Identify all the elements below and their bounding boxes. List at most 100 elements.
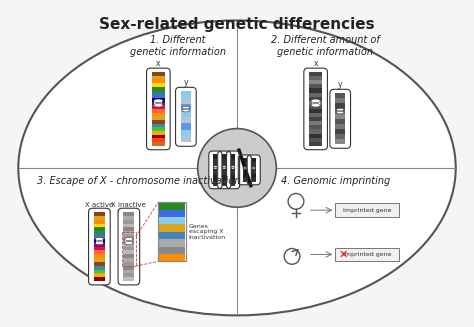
Bar	[94, 250, 105, 254]
Bar	[94, 258, 105, 262]
Bar	[123, 277, 134, 281]
Bar	[309, 97, 322, 101]
Bar	[152, 105, 165, 109]
Ellipse shape	[337, 108, 344, 111]
Bar	[309, 117, 322, 121]
Bar	[309, 138, 322, 142]
Ellipse shape	[182, 106, 190, 109]
Bar	[335, 114, 345, 119]
Bar	[309, 76, 322, 80]
Ellipse shape	[213, 167, 218, 169]
Bar	[94, 228, 105, 231]
Bar	[94, 247, 105, 250]
Ellipse shape	[252, 167, 256, 168]
Bar	[252, 162, 255, 166]
Bar	[309, 89, 322, 93]
Bar	[222, 166, 226, 168]
Bar	[158, 202, 186, 261]
Bar	[309, 105, 322, 109]
Bar	[309, 113, 322, 117]
Bar	[181, 123, 191, 129]
Bar	[94, 235, 105, 239]
Ellipse shape	[337, 112, 344, 114]
Bar	[309, 125, 322, 129]
Ellipse shape	[231, 166, 235, 167]
Bar	[335, 129, 345, 134]
Bar	[94, 216, 105, 220]
Text: Imprinted gene: Imprinted gene	[343, 208, 392, 213]
Bar	[309, 121, 322, 125]
Text: 4. Genomic imprinting: 4. Genomic imprinting	[281, 176, 390, 186]
Bar	[252, 166, 255, 170]
Bar	[122, 232, 136, 266]
Bar	[181, 104, 191, 111]
Bar	[123, 273, 134, 277]
Bar	[231, 159, 235, 165]
FancyBboxPatch shape	[238, 155, 251, 185]
Ellipse shape	[125, 237, 133, 241]
Bar	[123, 228, 134, 231]
Bar	[126, 239, 132, 243]
Bar	[152, 138, 165, 142]
Bar	[94, 269, 105, 273]
Bar	[213, 154, 218, 159]
Bar	[152, 94, 165, 98]
Bar	[152, 102, 165, 105]
Bar	[213, 181, 218, 186]
Ellipse shape	[222, 167, 226, 169]
Bar	[181, 129, 191, 136]
Bar	[96, 239, 103, 243]
Bar	[231, 175, 235, 181]
Bar	[94, 243, 105, 247]
Bar	[335, 139, 345, 144]
Bar	[123, 231, 134, 235]
Bar	[123, 239, 134, 243]
Bar	[335, 109, 345, 114]
Bar	[94, 220, 105, 224]
Bar	[152, 120, 165, 124]
Bar	[213, 170, 218, 175]
Bar	[152, 91, 165, 94]
Text: Sex-related genetic differencies: Sex-related genetic differencies	[99, 17, 375, 31]
Bar	[152, 98, 165, 102]
Bar	[94, 266, 105, 269]
FancyBboxPatch shape	[118, 208, 140, 285]
Ellipse shape	[252, 168, 256, 169]
Text: 2. Different amount of
genetic information: 2. Different amount of genetic informati…	[271, 35, 380, 57]
Text: ✕: ✕	[338, 250, 348, 259]
Bar	[252, 170, 255, 174]
FancyBboxPatch shape	[227, 151, 239, 189]
Bar	[252, 158, 255, 162]
Text: 3. Escape of X - chromosome inactivation: 3. Escape of X - chromosome inactivation	[37, 176, 240, 186]
Bar	[159, 224, 185, 232]
FancyBboxPatch shape	[146, 68, 170, 150]
Ellipse shape	[154, 103, 163, 107]
Bar	[152, 135, 165, 138]
Bar	[94, 254, 105, 258]
Bar	[222, 170, 226, 175]
Bar	[213, 165, 218, 170]
Bar	[213, 159, 218, 165]
Ellipse shape	[95, 241, 103, 245]
Text: y: y	[183, 78, 188, 87]
Bar	[123, 224, 134, 228]
Bar	[152, 128, 165, 131]
Bar	[252, 174, 255, 178]
Bar	[123, 250, 134, 254]
Bar	[155, 101, 162, 105]
Bar	[94, 277, 105, 281]
Bar	[335, 248, 399, 261]
Bar	[152, 112, 165, 116]
Ellipse shape	[311, 99, 320, 103]
Bar	[309, 101, 322, 105]
Ellipse shape	[18, 21, 456, 315]
Bar	[309, 93, 322, 97]
Bar	[159, 210, 185, 217]
Bar	[309, 80, 322, 84]
Bar	[123, 266, 134, 269]
Bar	[152, 83, 165, 87]
Bar	[159, 247, 185, 254]
Bar	[309, 84, 322, 89]
Bar	[123, 216, 134, 220]
Ellipse shape	[231, 167, 235, 169]
